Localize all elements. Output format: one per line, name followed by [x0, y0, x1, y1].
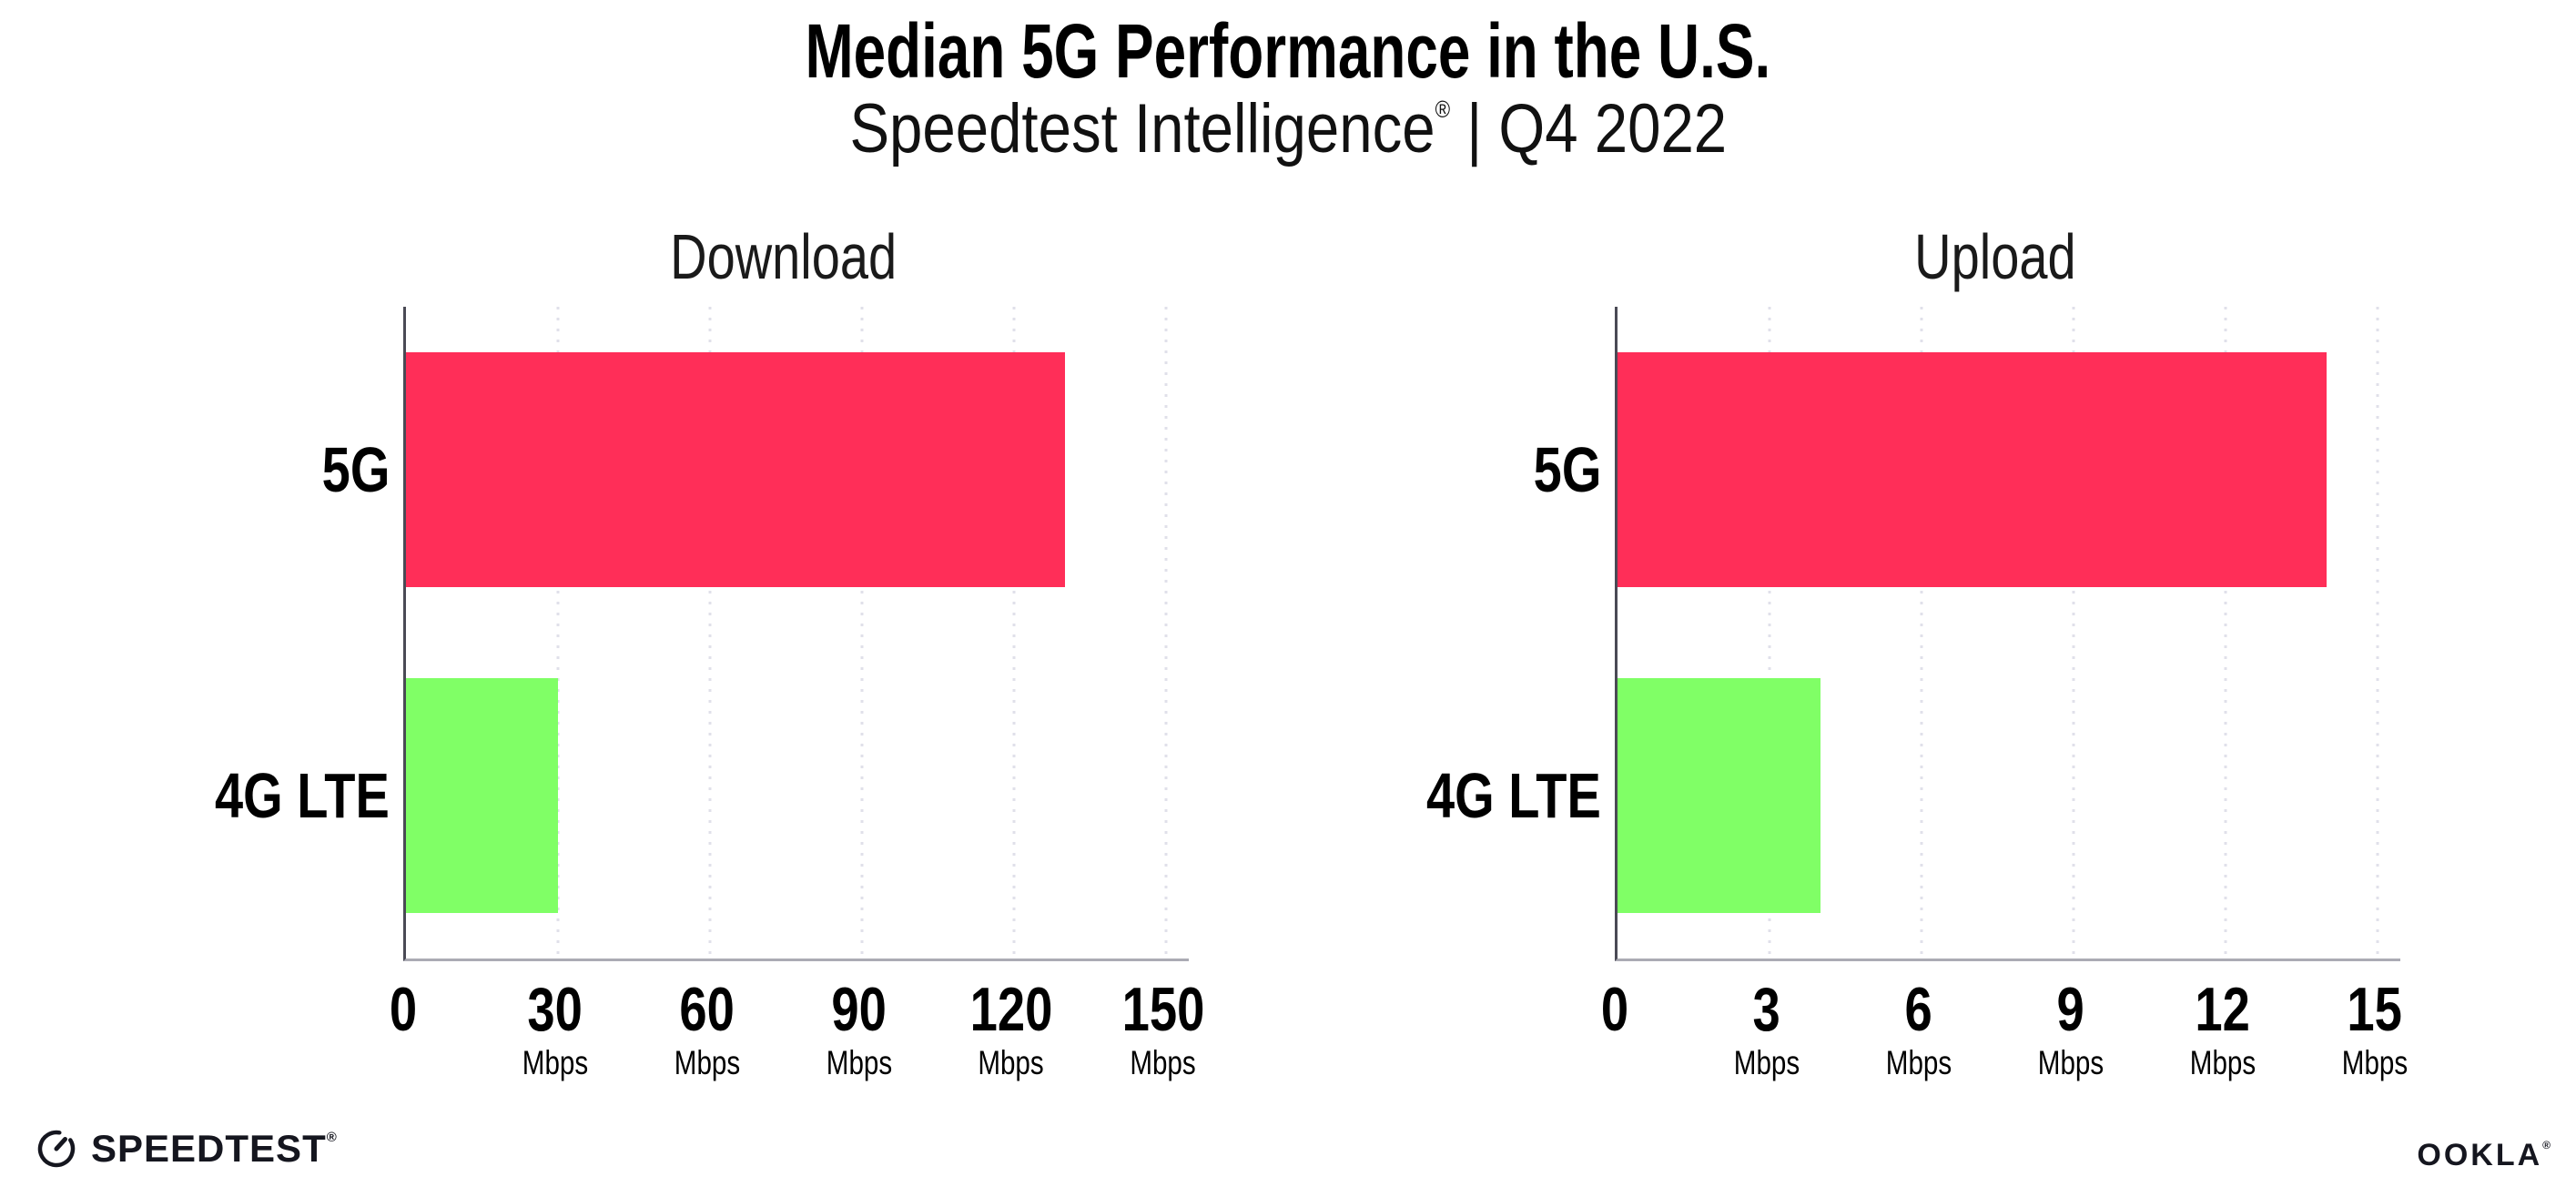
speedtest-gauge-icon: [37, 1130, 76, 1168]
tick-number: 3: [1752, 975, 1781, 1044]
tick-label: 60 Mbps: [666, 975, 748, 1082]
gridline: [1768, 307, 1771, 959]
page-title: Median 5G Performance in the U.S.: [0, 7, 2576, 96]
x-axis-ticks-download: 0 30 Mbps 60 Mbps 90 Mbps 120 Mbps 150 Mbps: [390, 975, 1205, 1133]
page-subtitle-text: Speedtest Intelligence® | Q4 2022: [849, 89, 1727, 168]
tick-number: 90: [831, 975, 887, 1044]
category-label-text: 5G: [321, 434, 390, 505]
tick-number: 30: [527, 975, 583, 1044]
bar-4g-lte: [1618, 678, 1820, 913]
gridline: [556, 307, 560, 959]
ookla-logo: OOKLA®: [2417, 1138, 2551, 1173]
bar-5g: [1618, 352, 2328, 587]
subtitle-period: | Q4 2022: [1449, 90, 1727, 167]
tick-label: 0: [1597, 975, 1632, 1044]
category-label: 4G LTE: [1339, 759, 1601, 832]
speedtest-wordmark: SPEEDTEST®: [91, 1127, 338, 1170]
category-label: 5G: [127, 433, 390, 506]
category-label-text: 5G: [1533, 434, 1601, 505]
category-axis-labels: 5G 4G LTE: [1339, 307, 1601, 959]
tick-unit: Mbps: [1130, 1044, 1197, 1082]
gridline: [2224, 307, 2227, 959]
gridline: [708, 307, 712, 959]
x-axis-ticks-upload: 0 3 Mbps 6 Mbps 9 Mbps 12 Mbps 15 Mbps: [1601, 975, 2408, 1133]
tick-label: 15 Mbps: [2334, 975, 2416, 1082]
tick-number: 120: [969, 975, 1053, 1044]
plot-area-download: [403, 307, 1189, 961]
tick-number: 15: [2347, 975, 2403, 1044]
category-label: 5G: [1339, 433, 1601, 506]
tick-label: 30 Mbps: [514, 975, 596, 1082]
category-label-text: 4G LTE: [1426, 760, 1601, 831]
tick-label: 150 Mbps: [1111, 975, 1214, 1082]
gridline: [1012, 307, 1016, 959]
chart-title-upload: Upload: [1913, 221, 2076, 292]
tick-label: 0: [386, 975, 421, 1044]
bar-5g: [406, 352, 1065, 587]
tick-number: 0: [1600, 975, 1629, 1044]
plot-area-upload: [1615, 307, 2400, 961]
tick-label: 12 Mbps: [2182, 975, 2264, 1082]
upload-chart: Upload 5G 4G LTE 0 3 Mbps 6 Mbps 9 Mbps 12 Mbps 15…: [1339, 209, 2413, 1138]
page-title-text: Median 5G Performance in the U.S.: [805, 8, 1771, 94]
speedtest-logo: SPEEDTEST®: [35, 1127, 338, 1171]
gridline: [2072, 307, 2075, 959]
tick-label: 6 Mbps: [1878, 975, 1960, 1082]
tick-number: 6: [1904, 975, 1933, 1044]
tick-unit: Mbps: [1733, 1044, 1800, 1082]
bar-4g-lte: [406, 678, 558, 913]
tick-unit: Mbps: [674, 1044, 741, 1082]
gridline: [1920, 307, 1923, 959]
gridline: [2376, 307, 2379, 959]
tick-unit: Mbps: [2189, 1044, 2257, 1082]
tick-label: 9 Mbps: [2030, 975, 2112, 1082]
tick-unit: Mbps: [2341, 1044, 2409, 1082]
tick-label: 90 Mbps: [818, 975, 900, 1082]
page-subtitle: Speedtest Intelligence® | Q4 2022: [0, 89, 2576, 168]
ookla-wordmark: OOKLA: [2417, 1138, 2543, 1172]
tick-number: 60: [679, 975, 735, 1044]
ookla-registered-mark: ®: [2542, 1139, 2551, 1151]
tick-unit: Mbps: [2037, 1044, 2104, 1082]
tick-number: 9: [2056, 975, 2085, 1044]
tick-unit: Mbps: [1885, 1044, 1952, 1082]
registered-mark: ®: [1435, 96, 1450, 123]
tick-number: 0: [389, 975, 418, 1044]
category-label-text: 4G LTE: [215, 760, 390, 831]
speedtest-registered-mark: ®: [326, 1130, 338, 1145]
tick-number: 12: [2195, 975, 2251, 1044]
gridline: [1164, 307, 1168, 959]
tick-number: 150: [1121, 975, 1205, 1044]
tick-unit: Mbps: [522, 1044, 589, 1082]
category-label: 4G LTE: [127, 759, 390, 832]
gridline: [860, 307, 864, 959]
tick-unit: Mbps: [978, 1044, 1045, 1082]
chart-title-download: Download: [669, 221, 898, 292]
tick-unit: Mbps: [826, 1044, 893, 1082]
download-chart: Download 5G 4G LTE 0 30 Mbps 60 Mbps 90 Mbps 120…: [127, 209, 1205, 1138]
tick-label: 3 Mbps: [1726, 975, 1808, 1082]
subtitle-brand: Speedtest Intelligence: [849, 90, 1435, 167]
tick-label: 120 Mbps: [959, 975, 1062, 1082]
category-axis-labels: 5G 4G LTE: [127, 307, 390, 959]
